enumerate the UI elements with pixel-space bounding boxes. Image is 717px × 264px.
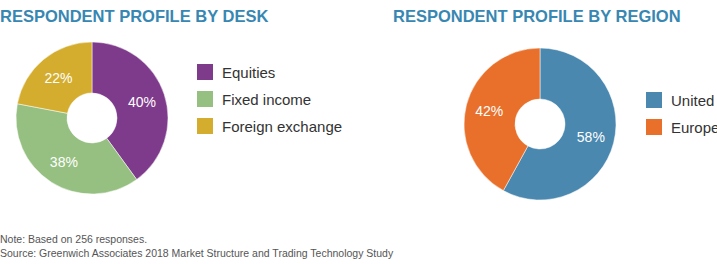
- slices: [16, 42, 168, 194]
- legend-label: Equities: [222, 64, 275, 81]
- source: Source: Greenwich Associates 2018 Market…: [0, 247, 394, 259]
- data-label: 22%: [45, 70, 73, 86]
- legend: Equities Fixed income Foreign exchange: [197, 64, 342, 135]
- legend-label: Fixed income: [222, 91, 311, 108]
- data-label: 58%: [577, 129, 605, 145]
- legend-label: United States: [671, 92, 717, 109]
- slices: [464, 48, 616, 200]
- legend-swatch: [197, 64, 213, 80]
- data-label: 38%: [50, 154, 78, 170]
- chart: RESPONDENT PROFILE BY DESK 40% 38% 22% Equit…: [0, 7, 342, 194]
- page: RESPONDENT PROFILE BY DESK 40% 38% 22% Equit…: [0, 0, 717, 264]
- chart: RESPONDENT PROFILE BY REGION 58% 42% United…: [393, 7, 717, 200]
- slice: [464, 48, 540, 191]
- legend-swatch: [646, 119, 662, 135]
- legend-swatch: [197, 118, 213, 134]
- legend: United States Europe: [646, 92, 717, 136]
- legend-label: Europe: [671, 119, 717, 136]
- slice: [16, 104, 137, 194]
- legend-swatch: [197, 91, 213, 107]
- data-label: 42%: [475, 103, 503, 119]
- chart-title: RESPONDENT PROFILE BY DESK: [0, 7, 268, 25]
- legend-label: Foreign exchange: [222, 118, 342, 135]
- legend-swatch: [646, 92, 662, 108]
- note: Note: Based on 256 responses.: [0, 233, 147, 245]
- data-label: 40%: [128, 94, 156, 110]
- chart-title: RESPONDENT PROFILE BY REGION: [393, 7, 681, 25]
- data-labels: 58% 42%: [475, 103, 605, 145]
- chart-canvas: RESPONDENT PROFILE BY DESK 40% 38% 22% Equit…: [0, 0, 717, 264]
- data-labels: 40% 38% 22%: [45, 70, 156, 171]
- slice: [17, 42, 92, 113]
